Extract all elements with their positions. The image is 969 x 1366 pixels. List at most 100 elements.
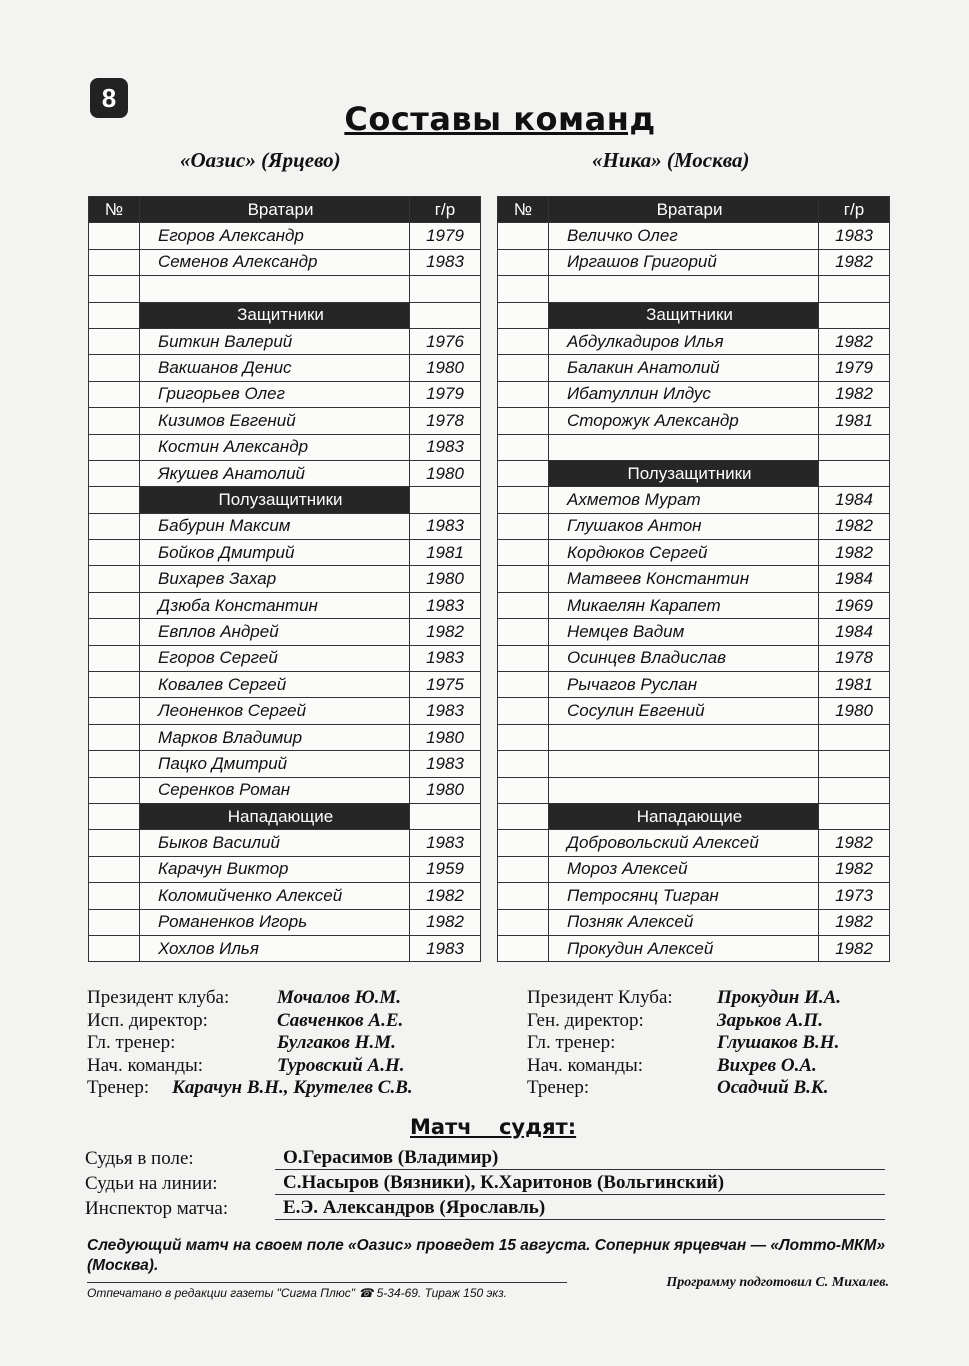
year-cell — [409, 301, 481, 329]
number-cell — [497, 327, 549, 356]
player-row: Кизимов Евгений 1978 — [88, 407, 481, 435]
player-name: Ковалев Сергей — [139, 671, 410, 699]
birth-year: 1981 — [818, 671, 890, 699]
player-name: Иргашов Григорий — [548, 248, 819, 277]
number-cell — [88, 671, 140, 699]
empty-row — [497, 750, 890, 778]
player-name: Балакин Анатолий — [548, 354, 819, 382]
player-row: Дзюба Константин 1983 — [88, 591, 481, 620]
staff-person: Савченков А.Е. — [277, 1009, 404, 1031]
player-row: Романенков Игорь 1982 — [88, 908, 481, 936]
staff-role: Исп. директор: — [87, 1009, 208, 1031]
player-name: Ибатуллин Илдус — [548, 380, 819, 409]
number-cell — [497, 750, 549, 778]
birth-year: 1979 — [409, 380, 481, 409]
birth-year: 1984 — [818, 565, 890, 593]
birth-year: 1980 — [409, 776, 481, 804]
player-row: Серенков Роман 1980 — [88, 776, 481, 804]
column-header-position: Вратари — [139, 195, 410, 224]
birth-year: 1981 — [409, 539, 481, 567]
number-cell — [88, 539, 140, 567]
player-name: Вакшанов Денис — [139, 354, 410, 382]
player-name: Евплов Андрей — [139, 618, 410, 646]
staff-person: Прокудин И.А. — [717, 987, 842, 1008]
referee-row: Инспектор матча: Е.Э. Александров (Яросла… — [85, 1195, 885, 1220]
player-row: Рычагов Руслан 1981 — [497, 671, 890, 699]
next-match-note: Следующий матч на своем поле «Оазис» про… — [87, 1237, 886, 1274]
birth-year: 1979 — [818, 354, 890, 382]
player-name: Сторожук Александр — [548, 407, 819, 435]
birth-year: 1984 — [818, 618, 890, 646]
column-header-number: № — [88, 195, 140, 224]
player-name: Пацко Дмитрий — [139, 750, 410, 778]
player-name: Якушев Анатолий — [139, 459, 410, 488]
number-cell — [88, 697, 140, 725]
birth-year: 1959 — [409, 855, 481, 884]
player-name — [548, 275, 819, 303]
column-header-position: Вратари — [548, 195, 819, 224]
printing-info: Отпечатано в редакции газеты "Сигма Плюс… — [87, 1286, 508, 1300]
birth-year: 1983 — [409, 644, 481, 673]
staff-row: Нач. команды: Вихрев О.А. — [527, 1055, 841, 1078]
staff-person: Карачун В.Н., Крутелев С.В. — [172, 1077, 413, 1098]
birth-year — [818, 433, 890, 461]
number-cell — [497, 565, 549, 593]
empty-row — [497, 275, 890, 303]
number-cell — [497, 723, 549, 752]
birth-year: 1983 — [409, 697, 481, 725]
birth-year — [818, 776, 890, 804]
player-name: Быков Василий — [139, 829, 410, 857]
page-title: Составы команд — [344, 100, 656, 138]
birth-year: 1982 — [818, 855, 890, 884]
birth-year: 1982 — [818, 380, 890, 409]
birth-year: 1983 — [409, 591, 481, 620]
staff-role: Нач. команды: — [87, 1054, 204, 1076]
player-name: Мороз Алексей — [548, 855, 819, 884]
number-cell — [88, 618, 140, 646]
birth-year: 1982 — [409, 618, 481, 646]
section-header: Полузащитники — [139, 486, 410, 514]
player-name: Ахметов Мурат — [548, 486, 819, 514]
player-row: Абдулкадиров Илья 1982 — [497, 327, 890, 356]
player-row: Бабурин Максим 1983 — [88, 512, 481, 541]
birth-year: 1969 — [818, 591, 890, 620]
section-row: Нападающие — [497, 802, 890, 831]
player-name: Осинцев Владислав — [548, 644, 819, 673]
staff-row: Нач. команды: Туровский А.Н. — [87, 1055, 413, 1078]
staff-role: Президент клуба: — [87, 987, 230, 1008]
player-row: Пацко Дмитрий 1983 — [88, 750, 481, 778]
referee-name: О.Герасимов (Владимир) — [275, 1147, 885, 1170]
year-cell — [818, 802, 890, 831]
footer-divider — [87, 1282, 567, 1283]
player-name: Вихарев Захар — [139, 565, 410, 593]
number-cell — [497, 512, 549, 541]
number-cell — [497, 908, 549, 936]
page-number: 8 — [90, 78, 128, 118]
staff-person: Осадчий В.К. — [717, 1077, 829, 1098]
number-cell — [88, 301, 140, 329]
birth-year: 1982 — [818, 248, 890, 277]
birth-year: 1983 — [409, 433, 481, 461]
player-row: Позняк Алексей 1982 — [497, 908, 890, 936]
player-name: Костин Александр — [139, 433, 410, 461]
birth-year: 1976 — [409, 327, 481, 356]
player-row: Быков Василий 1983 — [88, 829, 481, 857]
year-cell — [818, 301, 890, 329]
player-name: Немцев Вадим — [548, 618, 819, 646]
number-cell — [88, 855, 140, 884]
player-name: Добровольский Алексей — [548, 829, 819, 857]
player-name: Бойков Дмитрий — [139, 539, 410, 567]
year-cell — [818, 459, 890, 488]
player-row: Семенов Александр 1983 — [88, 248, 481, 277]
player-name: Хохлов Илья — [139, 934, 410, 963]
player-row: Петросянц Тигран 1973 — [497, 882, 890, 910]
player-row: Евплов Андрей 1982 — [88, 618, 481, 646]
section-header: Полузащитники — [548, 459, 819, 488]
staff-person: Мочалов Ю.М. — [277, 987, 402, 1008]
empty-row — [497, 776, 890, 804]
number-cell — [88, 327, 140, 356]
number-cell — [88, 802, 140, 831]
birth-year: 1982 — [818, 327, 890, 356]
player-row: Вихарев Захар 1980 — [88, 565, 481, 593]
player-name: Дзюба Константин — [139, 591, 410, 620]
